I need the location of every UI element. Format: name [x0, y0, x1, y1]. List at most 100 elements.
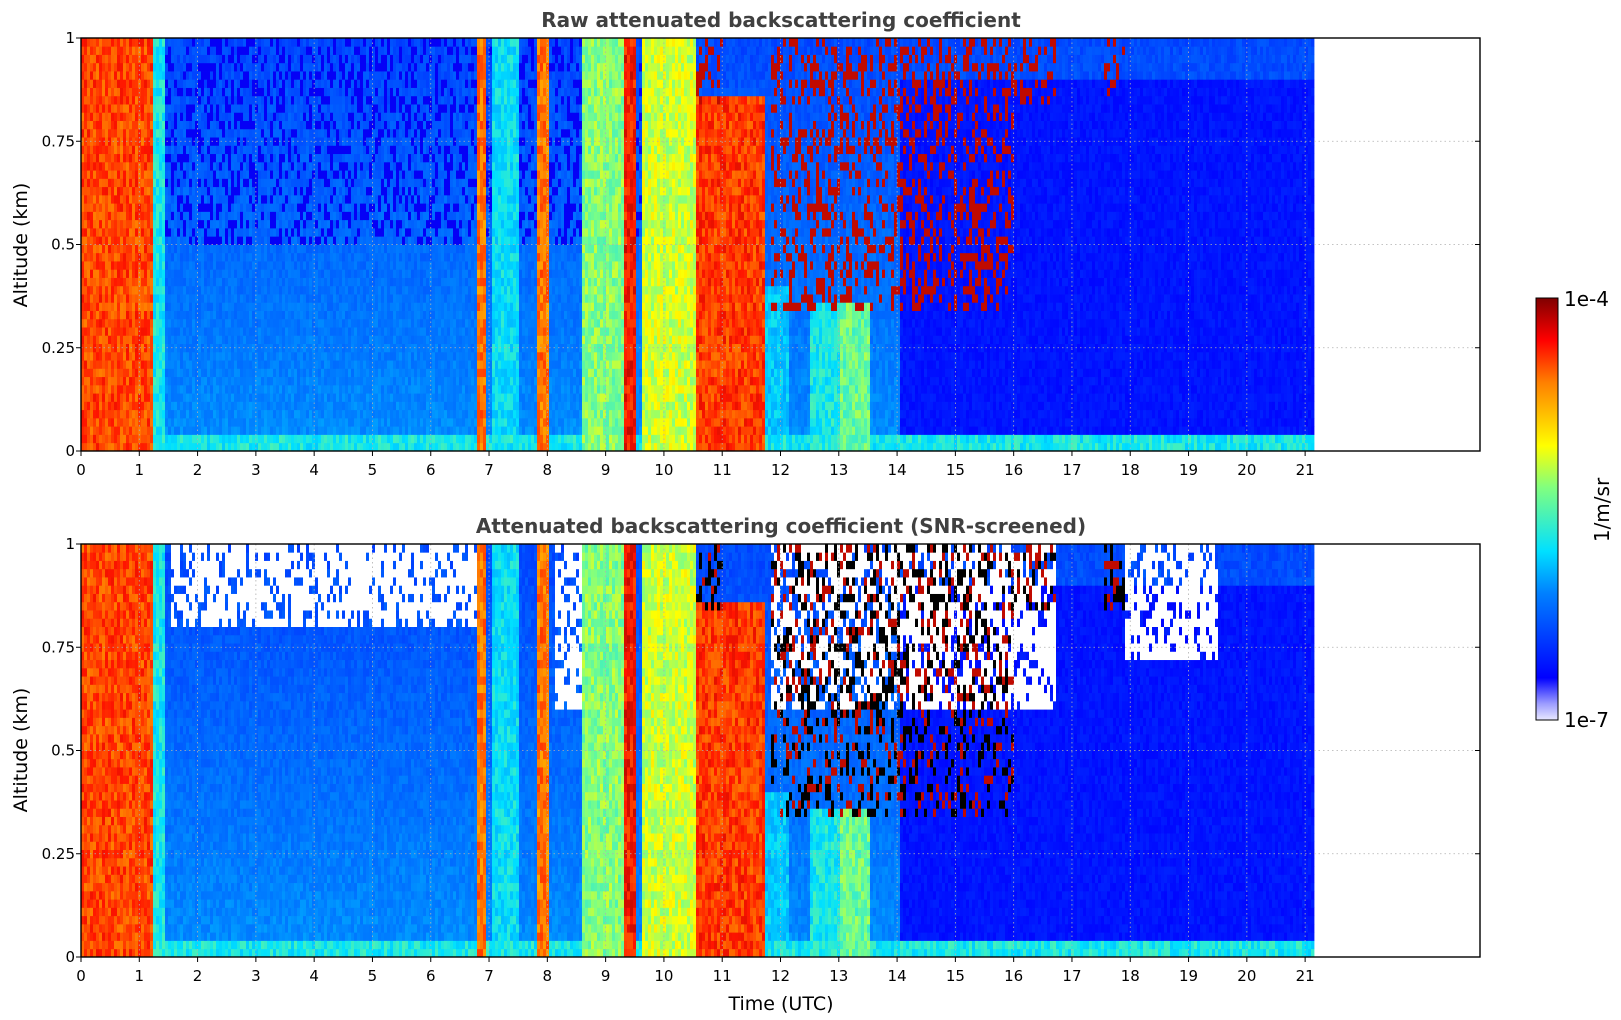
heatmap-cell	[360, 269, 364, 278]
heatmap-cell	[249, 426, 253, 435]
heatmap-cell	[330, 236, 334, 245]
heatmap-cell	[258, 128, 262, 138]
heatmap-cell	[108, 46, 112, 55]
heatmap-cell	[303, 384, 307, 394]
heatmap-cell	[369, 71, 373, 80]
heatmap-cell	[372, 294, 376, 303]
heatmap-cell	[363, 277, 367, 287]
heatmap-cell	[192, 87, 196, 97]
heatmap-cell	[144, 417, 148, 427]
heatmap-cell	[186, 137, 190, 146]
heatmap-cell	[276, 294, 280, 303]
heatmap-cell	[189, 434, 193, 444]
heatmap-cell	[84, 302, 88, 311]
heatmap-cell	[192, 236, 196, 245]
heatmap-cell	[315, 170, 319, 179]
heatmap-cell	[183, 120, 187, 130]
heatmap-cell	[150, 294, 154, 303]
heatmap-cell	[303, 376, 307, 386]
heatmap-cell	[255, 261, 259, 270]
heatmap-cell	[210, 376, 214, 386]
heatmap-cell	[342, 62, 346, 72]
heatmap-cell	[372, 376, 376, 386]
heatmap-cell	[372, 62, 376, 72]
heatmap-cell	[237, 153, 241, 163]
heatmap-cell	[261, 294, 265, 303]
heatmap-cell	[288, 227, 292, 237]
heatmap-cell	[297, 178, 301, 188]
heatmap-cell	[249, 261, 253, 270]
heatmap-cell	[258, 120, 262, 130]
heatmap-cell	[237, 351, 241, 361]
heatmap-cell	[123, 417, 127, 427]
heatmap-cell	[213, 409, 217, 419]
heatmap-cell	[174, 38, 178, 47]
heatmap-cell	[351, 112, 355, 121]
heatmap-cell	[195, 236, 199, 245]
heatmap-cell	[291, 128, 295, 138]
heatmap-cell	[336, 277, 340, 287]
heatmap-cell	[171, 186, 175, 196]
heatmap-cell	[141, 360, 145, 369]
heatmap-cell	[198, 137, 202, 146]
heatmap-cell	[165, 327, 169, 336]
heatmap-cell	[309, 434, 313, 444]
heatmap-cell	[255, 104, 259, 113]
heatmap-cell	[366, 186, 370, 196]
heatmap-cell	[315, 384, 319, 394]
heatmap-cell	[249, 145, 253, 155]
heatmap-cell	[114, 401, 118, 411]
heatmap-cell	[258, 442, 262, 452]
heatmap-cell	[348, 351, 352, 361]
heatmap-cell	[129, 79, 133, 88]
heatmap-cell	[147, 219, 151, 229]
heatmap-cell	[261, 302, 265, 311]
heatmap-cell	[297, 95, 301, 105]
heatmap-cell	[213, 343, 217, 353]
heatmap-cell	[258, 203, 262, 212]
heatmap-cell	[222, 269, 226, 278]
heatmap-cell	[285, 434, 289, 444]
heatmap-cell	[327, 194, 331, 204]
heatmap-cell	[339, 277, 343, 287]
heatmap-cell	[174, 153, 178, 163]
heatmap-cell	[228, 434, 232, 444]
heatmap-cell	[369, 285, 373, 295]
heatmap-cell	[312, 351, 316, 361]
heatmap-cell	[177, 269, 181, 278]
heatmap-cell	[372, 351, 376, 361]
heatmap-cell	[222, 178, 226, 188]
heatmap-cell	[345, 302, 349, 311]
heatmap-cell	[372, 409, 376, 419]
heatmap-cell	[318, 417, 322, 427]
heatmap-cell	[342, 203, 346, 212]
heatmap-cell	[186, 170, 190, 179]
heatmap-cell	[243, 62, 247, 72]
heatmap-cell	[303, 426, 307, 435]
heatmap-cell	[177, 211, 181, 221]
heatmap-cell	[306, 376, 310, 386]
heatmap-cell	[309, 219, 313, 229]
heatmap-cell	[201, 145, 205, 155]
heatmap-cell	[327, 71, 331, 80]
heatmap-cell	[120, 46, 124, 55]
heatmap-cell	[138, 310, 142, 320]
heatmap-cell	[258, 71, 262, 80]
heatmap-cell	[210, 335, 214, 345]
heatmap-cell	[306, 71, 310, 80]
heatmap-cell	[285, 145, 289, 155]
heatmap-cell	[291, 112, 295, 121]
heatmap-cell	[87, 87, 91, 97]
heatmap-cell	[87, 442, 91, 452]
heatmap-cell	[180, 38, 184, 47]
heatmap-cell	[147, 393, 151, 402]
heatmap-cell	[120, 87, 124, 97]
heatmap-cell	[198, 62, 202, 72]
heatmap-cell	[111, 376, 115, 386]
heatmap-cell	[327, 252, 331, 262]
heatmap-cell	[261, 376, 265, 386]
heatmap-cell	[291, 376, 295, 386]
heatmap-cell	[192, 244, 196, 254]
heatmap-cell	[87, 434, 91, 444]
heatmap-cell	[336, 302, 340, 311]
